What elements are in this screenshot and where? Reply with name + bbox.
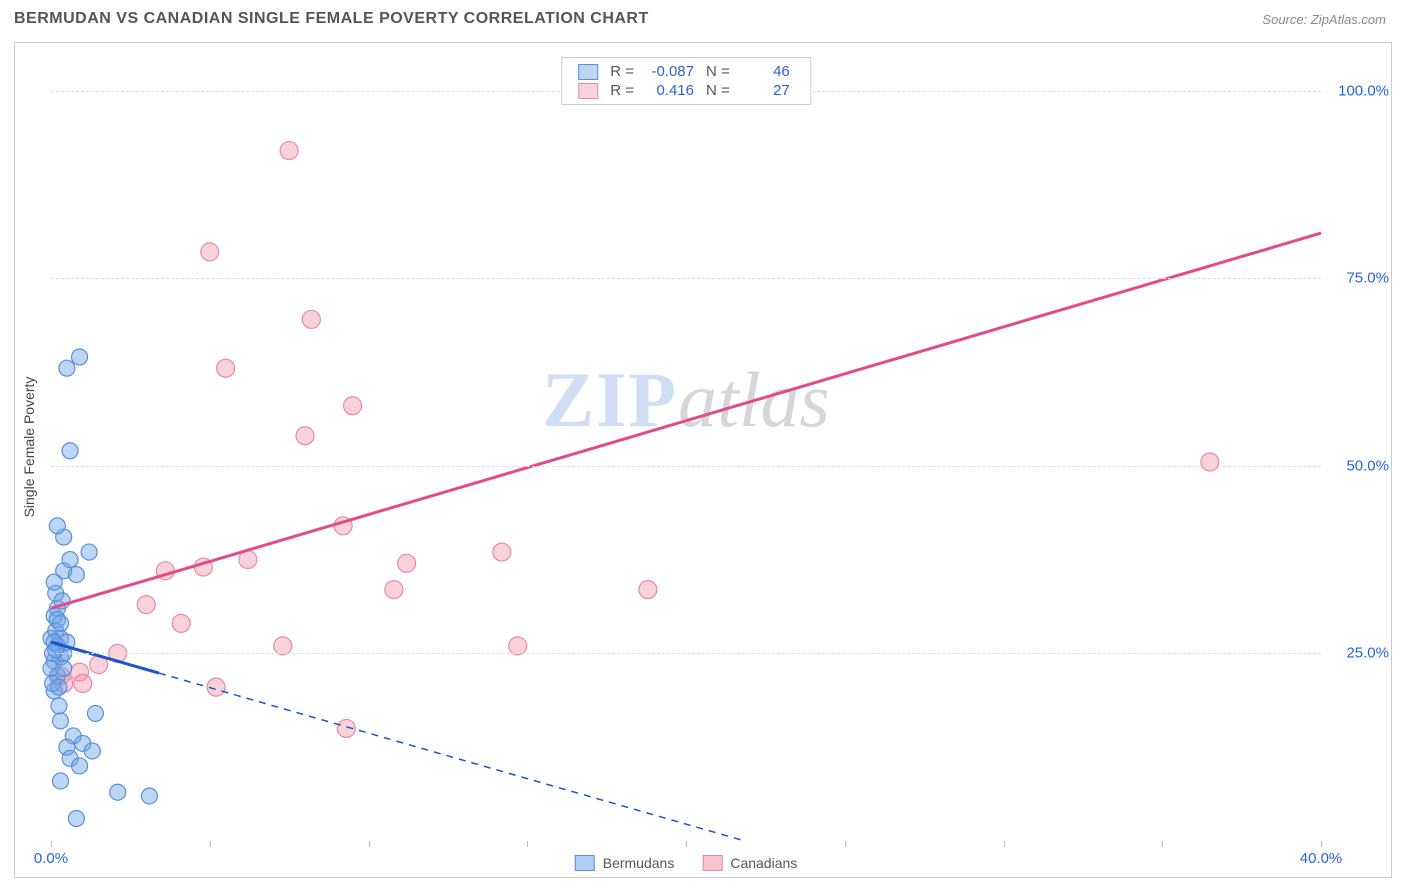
swatch-canadians-bottom <box>702 855 722 871</box>
data-point <box>493 543 511 561</box>
data-point <box>201 243 219 261</box>
data-point <box>53 773 69 789</box>
data-point <box>72 758 88 774</box>
chart-title: BERMUDAN VS CANADIAN SINGLE FEMALE POVER… <box>14 10 649 28</box>
plot-area: Single Female Poverty ZIPatlas R = -0.08… <box>51 53 1321 841</box>
n-value-canadians: 27 <box>742 82 790 99</box>
data-point <box>509 637 527 655</box>
data-point <box>296 427 314 445</box>
stats-legend: R = -0.087 N = 46 R = 0.416 N = 27 <box>561 57 811 105</box>
data-point <box>68 810 84 826</box>
x-tick-mark <box>527 841 528 847</box>
data-point <box>344 397 362 415</box>
data-point <box>53 615 69 631</box>
x-tick-mark <box>51 841 52 847</box>
scatter-svg <box>51 53 1321 841</box>
r-value-canadians: 0.416 <box>646 82 694 99</box>
data-point <box>137 596 155 614</box>
x-tick-mark <box>1321 841 1322 847</box>
legend-item-canadians: Canadians <box>702 855 797 871</box>
trend-line-dashed <box>159 673 745 841</box>
data-point <box>46 574 62 590</box>
y-tick-label: 75.0% <box>1329 270 1389 287</box>
legend-row-bermudans: R = -0.087 N = 46 <box>572 62 796 81</box>
trend-line <box>51 233 1321 608</box>
data-point <box>74 674 92 692</box>
data-point <box>172 614 190 632</box>
legend-item-bermudans: Bermudans <box>575 855 675 871</box>
data-point <box>81 544 97 560</box>
r-value-bermudans: -0.087 <box>646 63 694 80</box>
n-value-bermudans: 46 <box>742 63 790 80</box>
chart-container: Single Female Poverty ZIPatlas R = -0.08… <box>14 42 1392 878</box>
data-point <box>1201 453 1219 471</box>
data-point <box>398 554 416 572</box>
x-tick-label: 40.0% <box>1300 850 1343 867</box>
y-tick-label: 25.0% <box>1329 645 1389 662</box>
source-credit: Source: ZipAtlas.com <box>1262 12 1386 27</box>
x-tick-mark <box>1004 841 1005 847</box>
data-point <box>51 698 67 714</box>
data-point <box>59 360 75 376</box>
x-tick-mark <box>686 841 687 847</box>
swatch-bermudans-bottom <box>575 855 595 871</box>
data-point <box>87 705 103 721</box>
data-point <box>62 443 78 459</box>
data-point <box>56 660 72 676</box>
x-tick-label: 0.0% <box>34 850 68 867</box>
data-point <box>49 518 65 534</box>
x-tick-mark <box>210 841 211 847</box>
gridline <box>51 653 1321 654</box>
data-point <box>84 743 100 759</box>
data-point <box>302 310 320 328</box>
data-point <box>110 784 126 800</box>
swatch-bermudans <box>578 64 598 80</box>
data-point <box>53 713 69 729</box>
data-point <box>62 552 78 568</box>
data-point <box>385 581 403 599</box>
y-tick-label: 50.0% <box>1329 457 1389 474</box>
legend-row-canadians: R = 0.416 N = 27 <box>572 81 796 100</box>
data-point <box>72 349 88 365</box>
gridline <box>51 278 1321 279</box>
gridline <box>51 466 1321 467</box>
swatch-canadians <box>578 83 598 99</box>
x-tick-mark <box>1162 841 1163 847</box>
y-tick-label: 100.0% <box>1329 82 1389 99</box>
data-point <box>217 359 235 377</box>
source-link[interactable]: ZipAtlas.com <box>1311 12 1386 27</box>
series-legend: Bermudans Canadians <box>575 855 798 871</box>
data-point <box>68 567 84 583</box>
x-tick-mark <box>845 841 846 847</box>
y-axis-label: Single Female Poverty <box>21 377 37 518</box>
data-point <box>639 581 657 599</box>
data-point <box>51 679 67 695</box>
data-point <box>141 788 157 804</box>
x-tick-mark <box>369 841 370 847</box>
data-point <box>274 637 292 655</box>
data-point <box>280 142 298 160</box>
